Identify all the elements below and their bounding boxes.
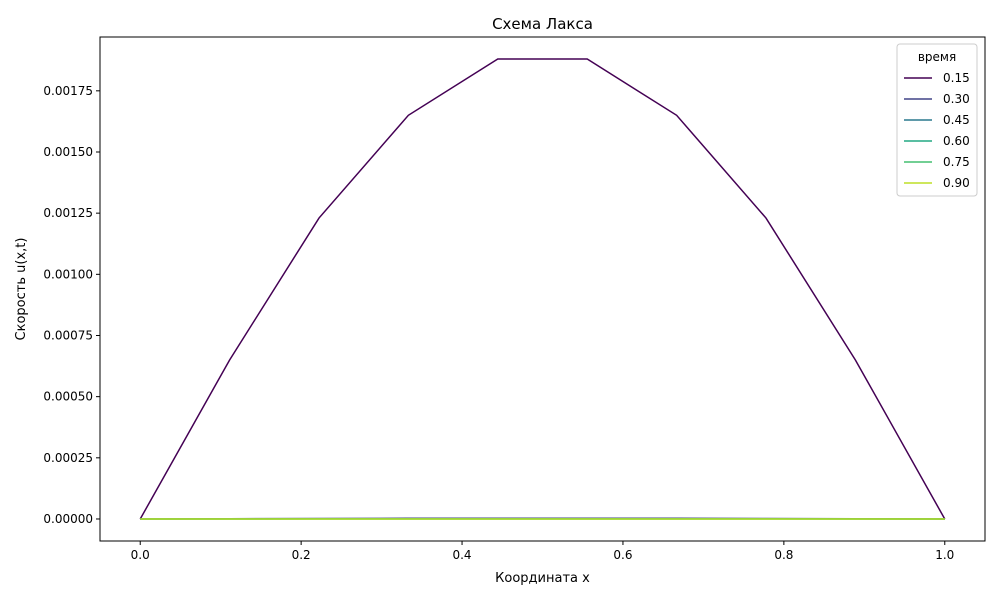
x-axis: 0.0 0.2 0.4 0.6 0.8 1.0 bbox=[131, 541, 954, 562]
chart-title: Схема Лакса bbox=[492, 15, 593, 33]
x-tick-label: 0.8 bbox=[774, 548, 793, 562]
legend-label: 0.90 bbox=[943, 176, 970, 190]
y-tick-label: 0.00000 bbox=[43, 512, 93, 526]
plot-frame bbox=[99, 36, 986, 542]
y-tick-label: 0.00025 bbox=[43, 451, 93, 465]
y-axis: 0.00000 0.00025 0.00050 0.00075 0.00100 0.001… bbox=[43, 84, 100, 526]
legend-label: 0.45 bbox=[943, 113, 970, 127]
legend-label: 0.15 bbox=[943, 71, 970, 85]
legend-label: 0.30 bbox=[943, 92, 970, 106]
x-tick-label: 1.0 bbox=[935, 548, 954, 562]
x-tick-label: 0.2 bbox=[292, 548, 311, 562]
y-tick-label: 0.00150 bbox=[43, 145, 93, 159]
legend: время 0.15 0.30 0.45 0.60 0.75 0.90 bbox=[896, 43, 978, 197]
legend-title: время bbox=[918, 50, 956, 64]
plot-lines bbox=[139, 58, 946, 520]
legend-label: 0.60 bbox=[943, 134, 970, 148]
y-axis-label: Скорость u(x,t) bbox=[14, 238, 29, 341]
y-tick-label: 0.00125 bbox=[43, 206, 93, 220]
x-tick-label: 0.6 bbox=[613, 548, 632, 562]
x-tick-label: 0.4 bbox=[452, 548, 471, 562]
x-tick-label: 0.0 bbox=[131, 548, 150, 562]
series-line-0 bbox=[139, 58, 946, 520]
y-tick-label: 0.00050 bbox=[43, 390, 93, 404]
legend-box bbox=[896, 43, 978, 197]
y-tick-label: 0.00175 bbox=[43, 84, 93, 98]
y-tick-label: 0.00100 bbox=[43, 267, 93, 281]
legend-label: 0.75 bbox=[943, 155, 970, 169]
x-axis-label: Координата x bbox=[495, 571, 590, 586]
y-tick-label: 0.00075 bbox=[43, 328, 93, 342]
